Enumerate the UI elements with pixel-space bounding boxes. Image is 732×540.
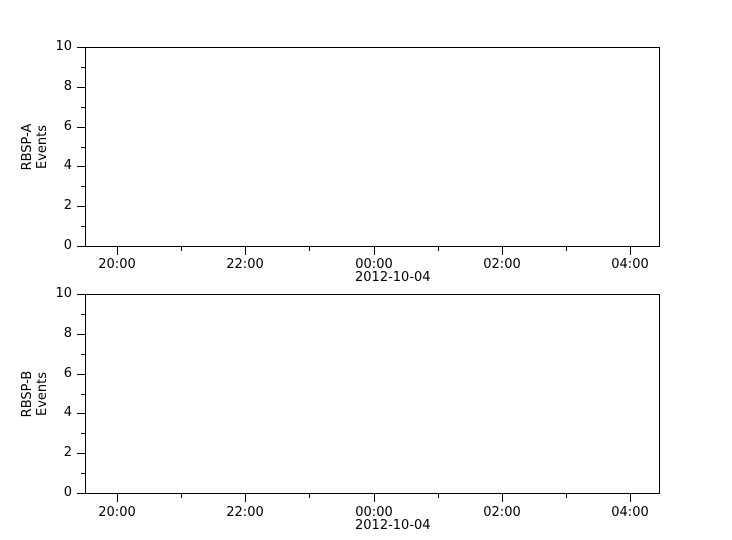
x-major-tick [245,494,246,502]
x-tick-label: 20:00 [98,505,136,520]
y-minor-tick [81,473,85,474]
y-tick-label: 6 [63,366,72,381]
y-minor-tick [81,433,85,434]
x-tick-label: 00:00 [355,505,393,520]
y-minor-tick [81,226,85,227]
y-tick-label: 8 [63,326,72,341]
y-major-tick [77,206,85,207]
x-major-tick [117,494,118,502]
x-axis-date-annotation: 2012-10-04 [355,270,431,285]
x-tick-label: 02:00 [483,505,521,520]
x-minor-tick [309,247,310,251]
y-minor-tick [81,147,85,148]
y-major-tick [77,246,85,247]
y-major-tick [77,47,85,48]
y-major-tick [77,166,85,167]
y-major-tick [77,127,85,128]
y-tick-label: 10 [55,286,72,301]
y-major-tick [77,294,85,295]
plot-area-rbsp-a [85,47,660,247]
x-minor-tick [566,247,567,251]
y-tick-label: 2 [63,198,72,213]
x-major-tick [502,494,503,502]
x-minor-tick [566,494,567,498]
x-tick-label: 20:00 [98,257,136,272]
x-tick-label: 02:00 [483,257,521,272]
x-minor-tick [181,494,182,498]
x-major-tick [630,494,631,502]
x-tick-label: 00:00 [355,257,393,272]
x-tick-label: 04:00 [611,505,649,520]
plot-area-rbsp-b [85,294,660,494]
y-tick-label: 4 [63,158,72,173]
x-major-tick [374,494,375,502]
x-tick-label: 22:00 [226,257,264,272]
y-major-tick [77,453,85,454]
x-major-tick [117,247,118,255]
y-minor-tick [81,394,85,395]
y-minor-tick [81,67,85,68]
y-tick-label: 4 [63,405,72,420]
y-minor-tick [81,107,85,108]
x-minor-tick [181,247,182,251]
x-minor-tick [438,247,439,251]
x-axis-date-annotation: 2012-10-04 [355,518,431,533]
y-major-tick [77,413,85,414]
y-major-tick [77,374,85,375]
y-tick-label: 6 [63,119,72,134]
y-tick-label: 10 [55,39,72,54]
x-major-tick [502,247,503,255]
x-major-tick [630,247,631,255]
y-tick-label: 0 [63,485,72,500]
y-major-tick [77,87,85,88]
y-major-tick [77,334,85,335]
y-tick-label: 0 [63,238,72,253]
x-minor-tick [438,494,439,498]
x-major-tick [245,247,246,255]
y-minor-tick [81,314,85,315]
y-tick-label: 2 [63,445,72,460]
x-major-tick [374,247,375,255]
x-tick-label: 04:00 [611,257,649,272]
x-minor-tick [309,494,310,498]
y-minor-tick [81,186,85,187]
x-tick-label: 22:00 [226,505,264,520]
y-tick-label: 8 [63,79,72,94]
y-major-tick [77,493,85,494]
y-minor-tick [81,354,85,355]
